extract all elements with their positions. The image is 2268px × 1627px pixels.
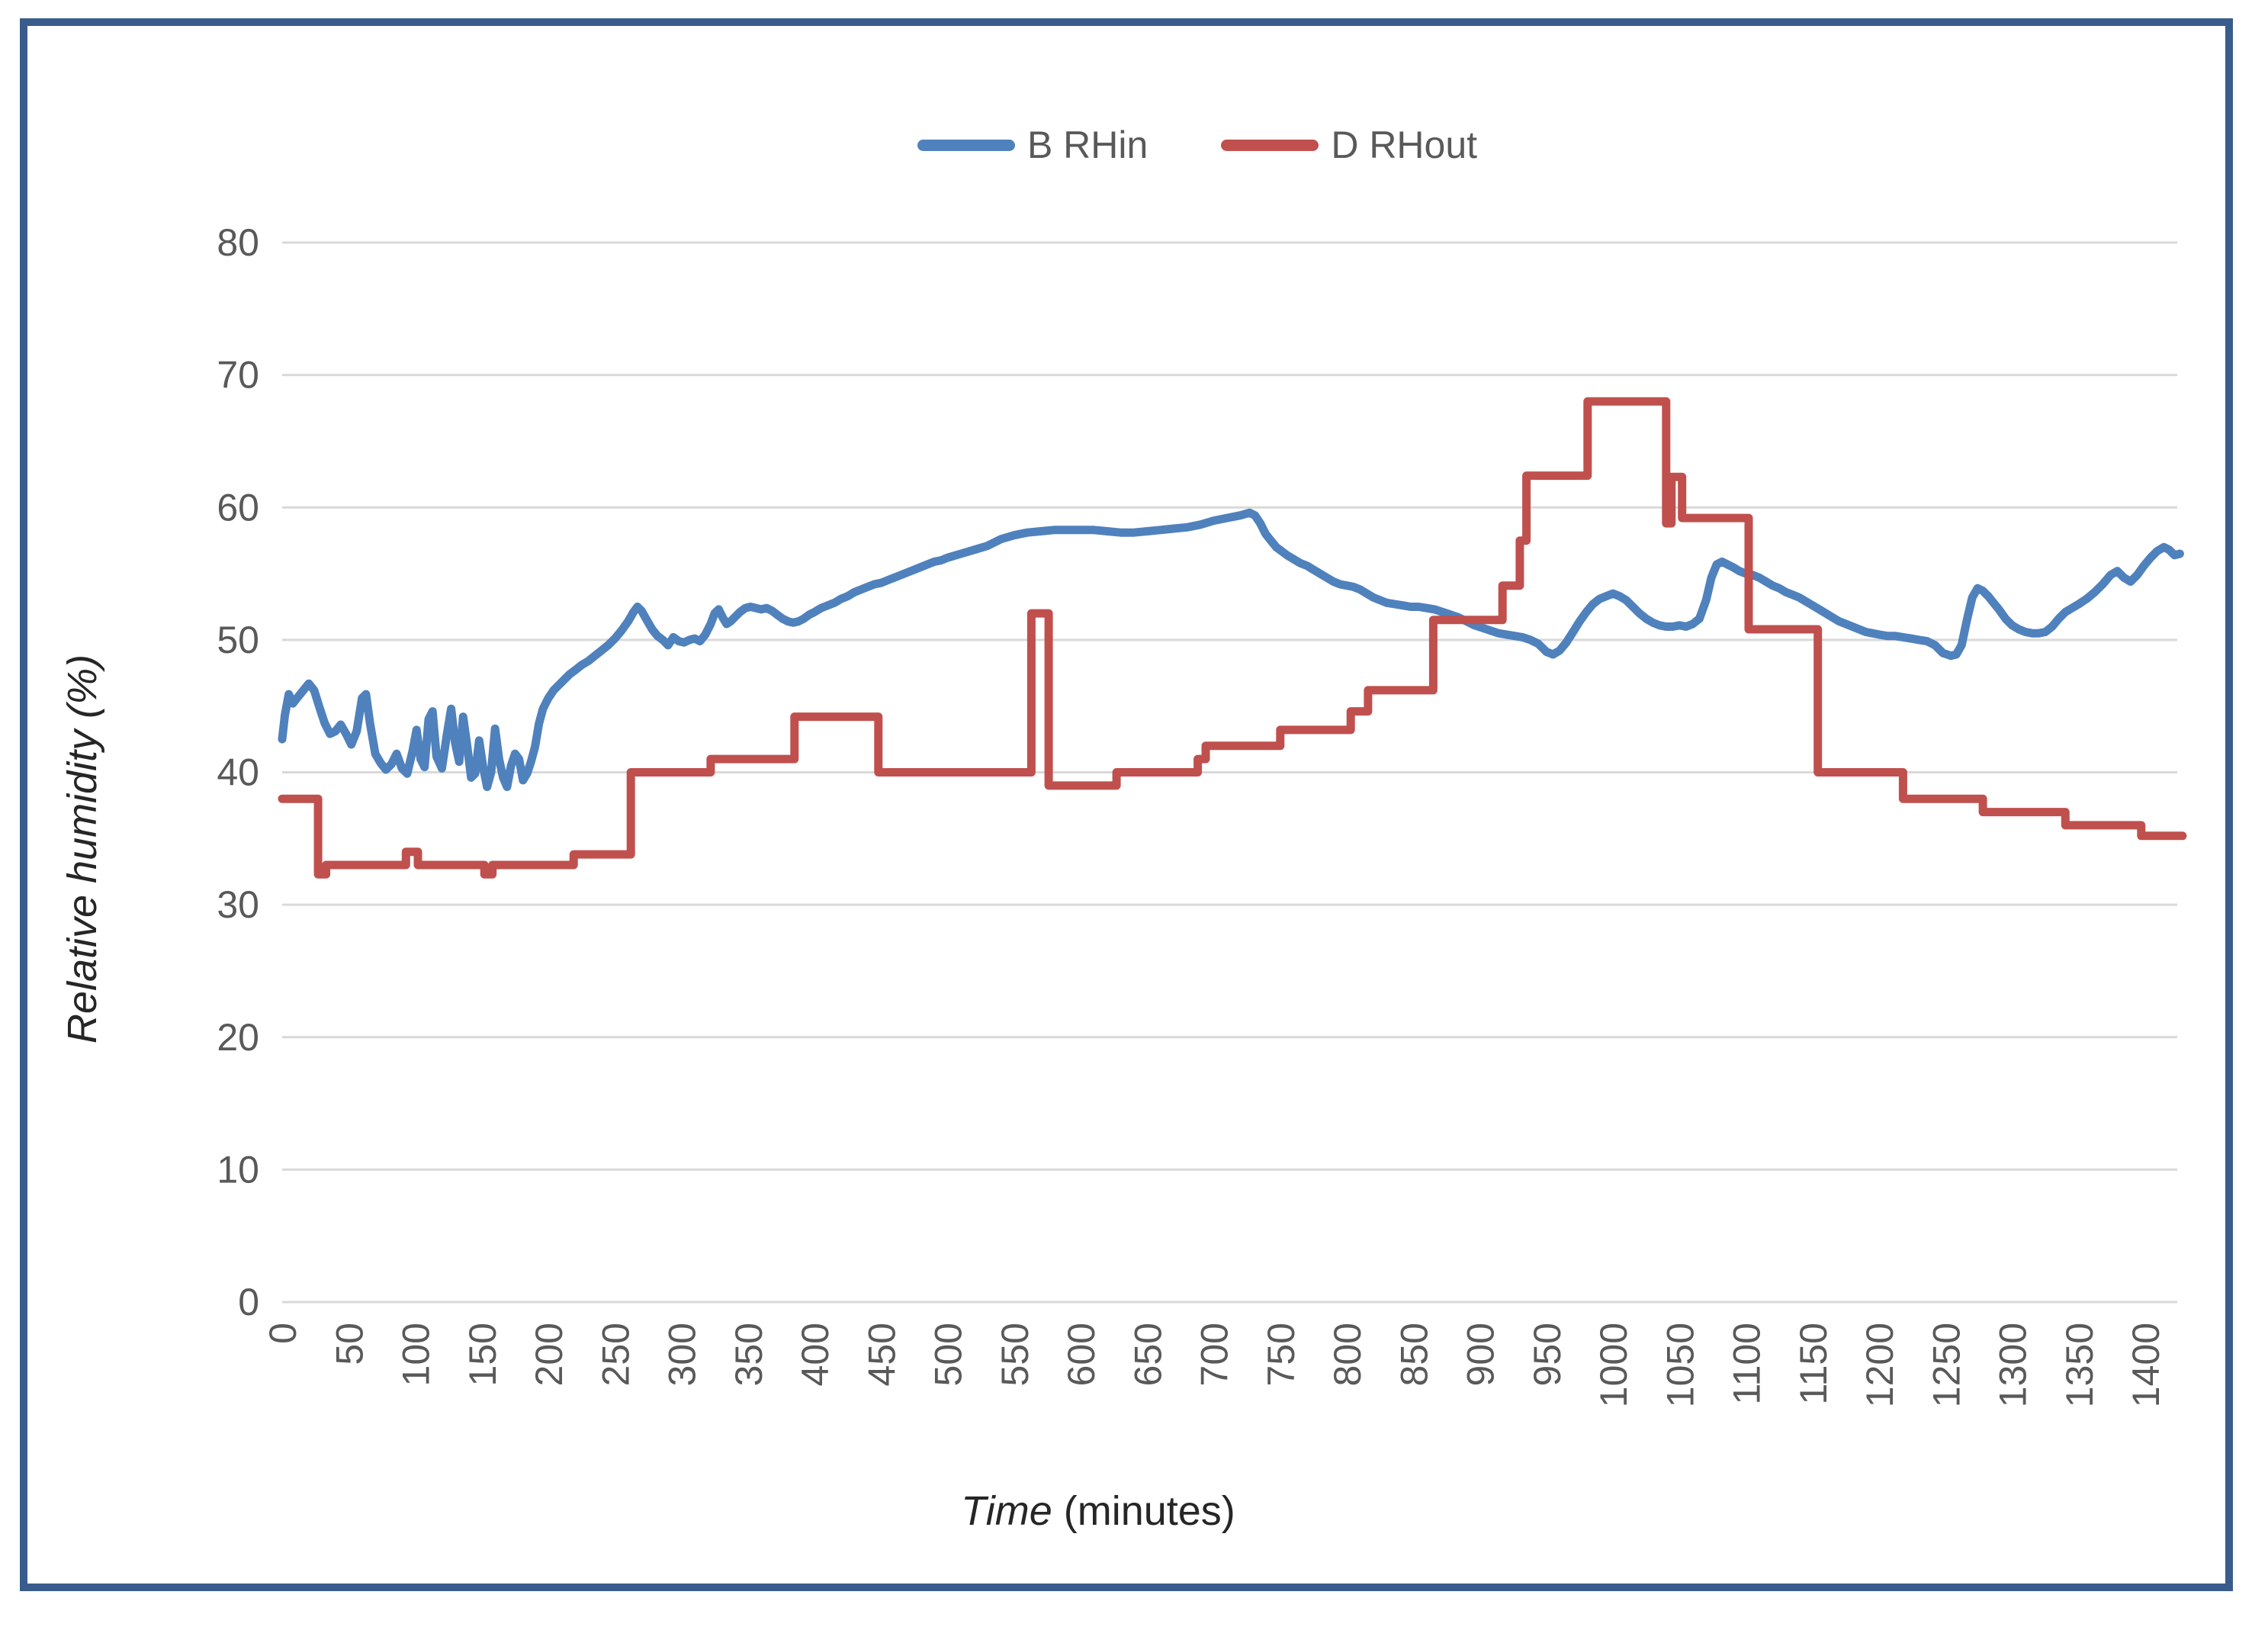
y-tick-label: 10 <box>217 1148 259 1191</box>
x-tick-label: 300 <box>661 1323 704 1386</box>
x-tick-label: 1250 <box>1925 1323 1968 1407</box>
legend: B RHin D RHout <box>267 122 2128 168</box>
legend-item-d-rhout[interactable]: D RHout <box>1221 123 1477 167</box>
legend-label-b-rhin: B RHin <box>1026 124 1148 166</box>
x-tick-label: 400 <box>794 1323 837 1386</box>
x-tick-label: 950 <box>1526 1323 1569 1386</box>
x-tick-label: 150 <box>461 1323 504 1386</box>
x-tick-label: 600 <box>1060 1323 1103 1386</box>
x-tick-label: 1200 <box>1858 1323 1901 1407</box>
legend-swatch-b-rhin-icon <box>917 139 1015 151</box>
series-d-rhout-line[interactable] <box>278 397 2187 879</box>
x-tick-label: 550 <box>994 1323 1036 1386</box>
y-tick-label: 60 <box>217 486 259 529</box>
x-tick-label: 1000 <box>1592 1323 1635 1407</box>
x-tick-label: 450 <box>860 1323 903 1386</box>
series-b-rhin-line[interactable] <box>278 508 2184 792</box>
x-tick-label: 200 <box>528 1323 570 1386</box>
x-tick-label: 1400 <box>2125 1323 2167 1407</box>
x-tick-label: 750 <box>1260 1323 1303 1386</box>
legend-item-b-rhin[interactable]: B RHin <box>917 123 1148 167</box>
chart-frame <box>20 18 2233 1591</box>
x-axis-title-word: Time <box>961 1488 1052 1534</box>
x-tick-label: 100 <box>395 1323 438 1386</box>
x-tick-label: 1150 <box>1792 1323 1835 1405</box>
y-tick-label: 0 <box>238 1281 259 1323</box>
x-tick-label: 500 <box>927 1323 970 1386</box>
x-tick-label: 1300 <box>1992 1323 2035 1407</box>
x-tick-label: 1050 <box>1659 1323 1701 1407</box>
y-tick-label: 50 <box>217 619 259 661</box>
y-tick-label: 30 <box>217 883 259 926</box>
x-tick-label: 250 <box>594 1323 637 1386</box>
x-axis-title: Time (minutes) <box>961 1487 1235 1535</box>
y-tick-label: 20 <box>217 1016 259 1059</box>
x-tick-label: 850 <box>1393 1323 1435 1386</box>
y-tick-label: 80 <box>217 221 259 264</box>
y-axis-title: Relative humidity (%) <box>59 654 105 1044</box>
x-tick-label: 350 <box>728 1323 770 1386</box>
x-tick-label: 800 <box>1326 1323 1369 1386</box>
x-tick-label: 1350 <box>2058 1323 2101 1407</box>
x-tick-label: 0 <box>262 1323 304 1344</box>
x-axis-title-unit: (minutes) <box>1052 1488 1235 1534</box>
y-tick-label: 70 <box>217 354 259 397</box>
x-tick-label: 1100 <box>1726 1323 1768 1405</box>
y-tick-label: 40 <box>217 751 259 794</box>
x-tick-label: 50 <box>328 1323 371 1365</box>
legend-swatch-d-rhout-icon <box>1221 139 1319 151</box>
legend-label-d-rhout: D RHout <box>1331 124 1478 166</box>
x-tick-label: 650 <box>1126 1323 1169 1386</box>
x-tick-label: 700 <box>1193 1323 1236 1386</box>
x-tick-label: 900 <box>1460 1323 1502 1386</box>
